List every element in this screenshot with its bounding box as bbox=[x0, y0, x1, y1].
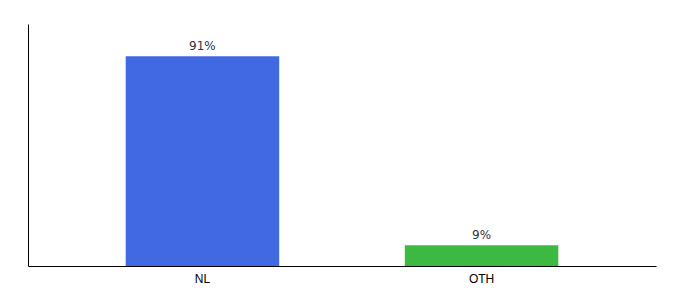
data-labels: 91% 9% bbox=[189, 39, 491, 242]
y-axis-line bbox=[28, 25, 29, 267]
y-axis bbox=[28, 25, 29, 267]
data-label: 9% bbox=[472, 228, 491, 242]
data-label: 91% bbox=[189, 39, 216, 53]
x-axis: NL OTH bbox=[29, 267, 657, 286]
x-axis-line bbox=[29, 266, 657, 267]
x-tick: NL bbox=[195, 272, 211, 286]
bar bbox=[405, 245, 559, 266]
x-tick-label: NL bbox=[195, 272, 211, 286]
plot-area: NL OTH 91% 9% bbox=[29, 25, 657, 286]
bars bbox=[126, 56, 559, 266]
chart: NL OTH 91% 9% bbox=[0, 0, 680, 300]
bar bbox=[126, 56, 280, 266]
x-tick-label: OTH bbox=[469, 272, 494, 286]
x-tick: OTH bbox=[469, 272, 494, 286]
